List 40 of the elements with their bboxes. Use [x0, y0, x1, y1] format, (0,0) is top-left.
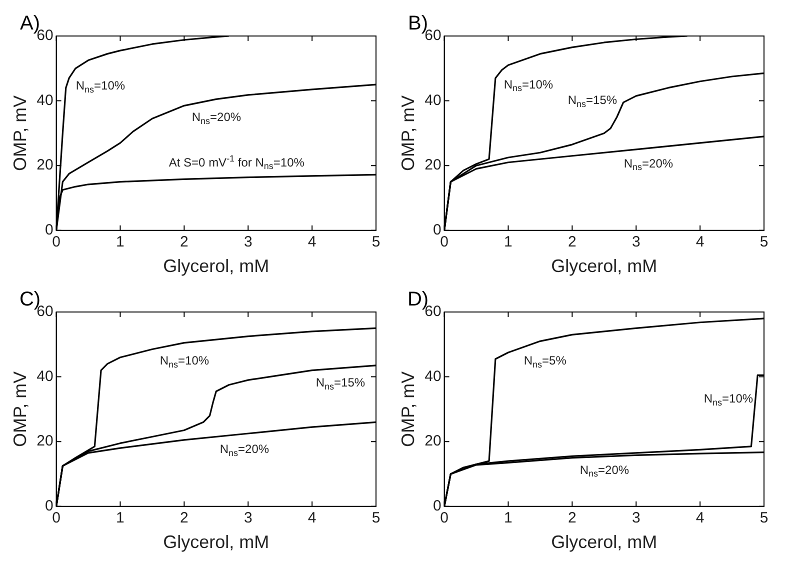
x-axis-title: Glycerol, mM	[551, 256, 658, 276]
x-tick-label: 1	[504, 510, 512, 527]
x-tick-label: 2	[568, 510, 576, 527]
x-tick-label: 4	[696, 510, 704, 527]
y-tick-label: 40	[424, 368, 442, 385]
y-tick-label: 0	[44, 222, 54, 239]
x-tick-label: 4	[308, 510, 316, 527]
x-tick-label: 5	[760, 510, 768, 527]
y-tick-label: 20	[36, 156, 54, 174]
x-tick-label: 5	[372, 510, 380, 527]
x-axis-title: Glycerol, mM	[163, 256, 270, 276]
y-axis-title: OMP, mV	[398, 371, 418, 448]
x-tick-label: 1	[504, 234, 512, 251]
x-tick-label: 5	[372, 234, 380, 251]
x-tick-label: 2	[180, 234, 188, 251]
y-tick-label: 0	[432, 498, 442, 515]
x-tick-label: 1	[116, 234, 124, 251]
x-tick-label: 4	[308, 234, 316, 251]
y-tick-label: 40	[424, 92, 442, 109]
y-tick-label: 0	[432, 222, 442, 239]
y-tick-label: 20	[36, 432, 54, 450]
x-tick-label: 2	[568, 234, 576, 251]
x-tick-label: 3	[244, 510, 252, 527]
y-tick-label: 0	[44, 498, 54, 515]
x-tick-label: 1	[116, 510, 124, 527]
x-tick-label: 4	[696, 234, 704, 251]
y-axis-title: OMP, mV	[398, 95, 418, 172]
x-tick-label: 5	[760, 234, 768, 251]
x-tick-label: 3	[632, 510, 640, 527]
y-axis-title: OMP, mV	[10, 95, 30, 172]
y-tick-label: 20	[424, 156, 442, 174]
x-tick-label: 3	[632, 234, 640, 251]
y-tick-label: 40	[36, 92, 54, 109]
y-axis-title: OMP, mV	[10, 371, 30, 448]
x-tick-label: 2	[180, 510, 188, 527]
y-tick-label: 20	[424, 432, 442, 450]
x-axis-title: Glycerol, mM	[163, 532, 270, 552]
x-axis-title: Glycerol, mM	[551, 532, 658, 552]
x-tick-label: 3	[244, 234, 252, 251]
y-tick-label: 40	[36, 368, 54, 385]
